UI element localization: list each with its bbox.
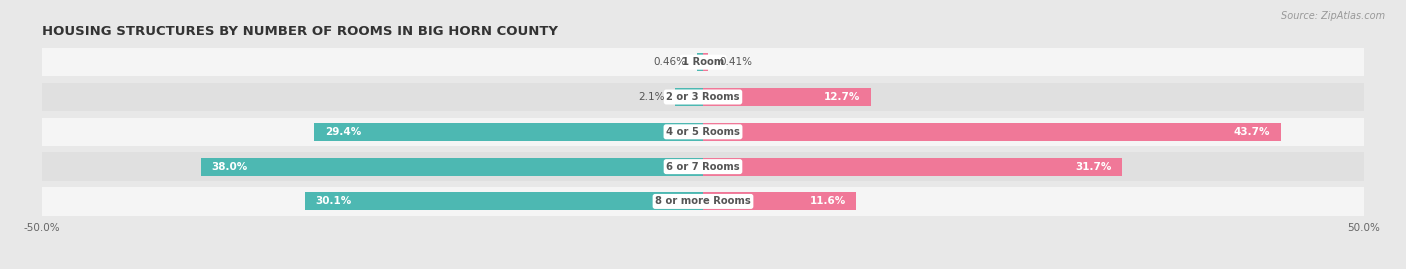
Bar (42, 187, 1364, 216)
Text: 8 or more Rooms: 8 or more Rooms (655, 196, 751, 206)
Text: 0.46%: 0.46% (654, 57, 686, 67)
Bar (703, 123, 1281, 141)
Bar (697, 53, 703, 71)
Text: 4 or 5 Rooms: 4 or 5 Rooms (666, 127, 740, 137)
Text: 31.7%: 31.7% (1076, 162, 1111, 172)
Text: 11.6%: 11.6% (810, 196, 846, 206)
Text: 29.4%: 29.4% (325, 127, 361, 137)
Text: 6 or 7 Rooms: 6 or 7 Rooms (666, 162, 740, 172)
Text: HOUSING STRUCTURES BY NUMBER OF ROOMS IN BIG HORN COUNTY: HOUSING STRUCTURES BY NUMBER OF ROOMS IN… (42, 25, 558, 38)
Bar (42, 48, 1364, 76)
Bar (305, 192, 703, 210)
Text: 30.1%: 30.1% (316, 196, 352, 206)
Bar (42, 118, 1364, 146)
Bar (703, 158, 1122, 176)
Text: 2.1%: 2.1% (638, 92, 665, 102)
Text: 0.41%: 0.41% (718, 57, 752, 67)
Bar (703, 192, 856, 210)
Text: 12.7%: 12.7% (824, 92, 860, 102)
Text: 43.7%: 43.7% (1233, 127, 1270, 137)
Text: 2 or 3 Rooms: 2 or 3 Rooms (666, 92, 740, 102)
Bar (42, 152, 1364, 181)
Bar (675, 88, 703, 106)
Bar (42, 83, 1364, 111)
Text: 38.0%: 38.0% (211, 162, 247, 172)
Text: 1 Room: 1 Room (682, 57, 724, 67)
Bar (703, 53, 709, 71)
Bar (703, 88, 870, 106)
Text: Source: ZipAtlas.com: Source: ZipAtlas.com (1281, 11, 1385, 21)
Bar (201, 158, 703, 176)
Bar (315, 123, 703, 141)
